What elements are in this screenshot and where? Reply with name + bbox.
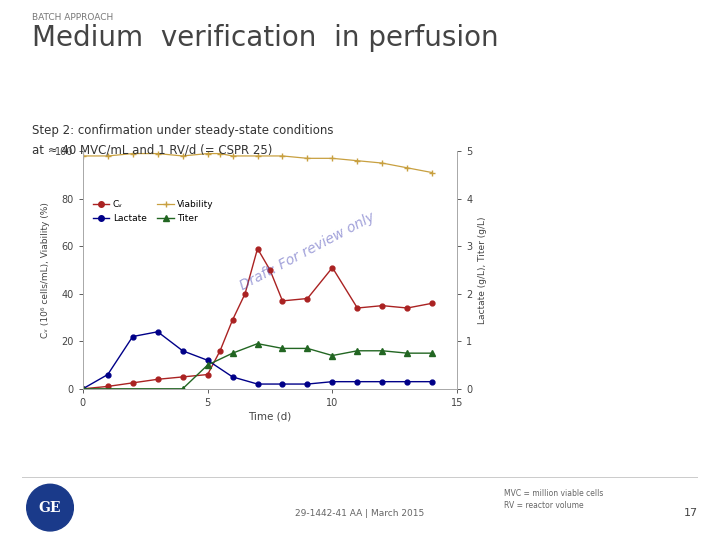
Lactate [253,381,262,387]
Viability [278,153,287,159]
Y-axis label: Lactate (g/L), Titer (g/L): Lactate (g/L), Titer (g/L) [478,216,487,324]
Viability [428,170,436,176]
Titer [179,386,187,392]
Cᵥ [328,265,337,271]
Titer [428,350,436,356]
Lactate [353,379,361,385]
Text: 29-1442-41 AA | March 2015: 29-1442-41 AA | March 2015 [295,509,425,518]
Viability [104,153,112,159]
Text: 17: 17 [684,508,698,518]
Circle shape [27,484,73,531]
Viability [78,153,87,159]
Titer [378,348,387,354]
Lactate [303,381,312,387]
Cᵥ [266,267,274,273]
Text: Medium  verification  in perfusion: Medium verification in perfusion [32,24,499,52]
Viability [403,165,412,171]
Lactate [428,379,436,385]
Viability [153,150,162,157]
Lactate [179,348,187,354]
Viability [179,153,187,159]
Text: MVC = million viable cells
RV = reactor volume: MVC = million viable cells RV = reactor … [504,489,603,510]
Viability [378,160,387,166]
Titer [253,340,262,347]
Cᵥ [216,348,225,354]
Cᵥ [428,300,436,307]
Line: Cᵥ: Cᵥ [81,246,435,392]
Y-axis label: Cᵥ (10⁶ cells/mL), Viability (%): Cᵥ (10⁶ cells/mL), Viability (%) [41,202,50,338]
Titer [78,386,87,392]
Titer [328,352,337,359]
Titer [403,350,412,356]
Cᵥ [403,305,412,311]
Cᵥ [179,374,187,380]
Lactate [228,374,237,380]
Viability [203,150,212,157]
Lactate [328,379,337,385]
Cᵥ [240,291,249,297]
Line: Titer: Titer [80,341,435,392]
Text: Step 2: confirmation under steady-state conditions: Step 2: confirmation under steady-state … [32,124,334,137]
Lactate [378,379,387,385]
Cᵥ [153,376,162,382]
Line: Lactate: Lactate [81,329,435,392]
Titer [278,345,287,352]
Cᵥ [253,245,262,252]
Cᵥ [278,298,287,304]
Lactate [128,333,137,340]
Viability [216,150,225,157]
Text: at ≈ 40 MVC/mL and 1 RV/d (= CSPR 25): at ≈ 40 MVC/mL and 1 RV/d (= CSPR 25) [32,143,273,156]
Lactate [153,328,162,335]
Cᵥ [303,295,312,302]
Cᵥ [203,372,212,378]
Viability [228,153,237,159]
Lactate [403,379,412,385]
Line: Viability: Viability [79,150,436,176]
Titer [203,362,212,368]
Titer [353,348,361,354]
Viability [353,158,361,164]
Text: BATCH APPROACH: BATCH APPROACH [32,14,114,23]
Titer [228,350,237,356]
Text: Draft: For review only: Draft: For review only [238,210,377,293]
Viability [328,155,337,161]
Text: GE: GE [39,501,61,515]
Lactate [104,372,112,378]
Lactate [278,381,287,387]
Cᵥ [128,380,137,386]
Viability [253,153,262,159]
X-axis label: Time (d): Time (d) [248,412,292,422]
Lactate [78,386,87,392]
Legend: Cᵥ, Lactate, Viability, Titer: Cᵥ, Lactate, Viability, Titer [91,199,216,225]
Lactate [203,357,212,363]
Cᵥ [353,305,361,311]
Viability [303,155,312,161]
Cᵥ [228,316,237,323]
Cᵥ [378,302,387,309]
Titer [303,345,312,352]
Cᵥ [78,386,87,392]
Cᵥ [104,383,112,390]
Viability [128,150,137,157]
